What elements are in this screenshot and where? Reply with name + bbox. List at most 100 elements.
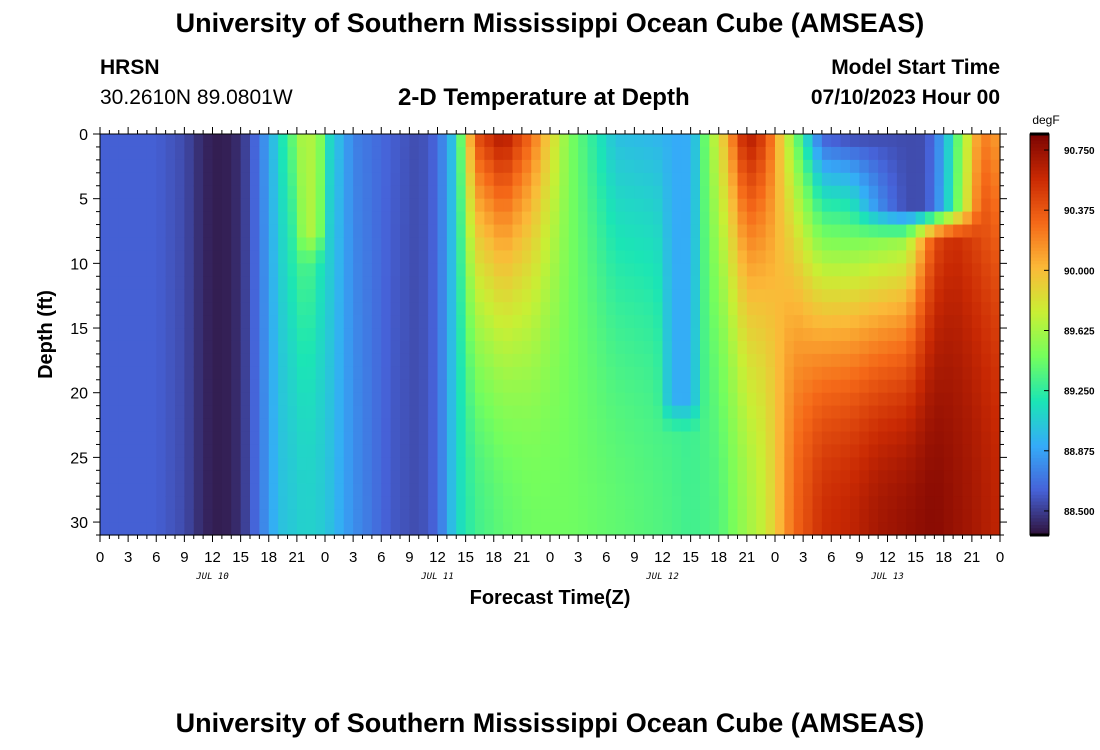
heatmap-cell bbox=[831, 353, 842, 368]
heatmap-cell bbox=[306, 276, 317, 290]
heatmap-cell bbox=[212, 263, 223, 277]
heatmap-cell bbox=[690, 496, 701, 510]
heatmap-cell bbox=[709, 315, 720, 329]
heatmap-cell bbox=[840, 496, 851, 510]
heatmap-cell bbox=[578, 263, 589, 277]
heatmap-cell bbox=[606, 172, 617, 187]
heatmap-cell bbox=[840, 457, 851, 471]
heatmap-cell bbox=[343, 224, 354, 239]
heatmap-cell bbox=[559, 224, 570, 239]
heatmap-cell bbox=[165, 289, 176, 303]
heatmap-cell bbox=[662, 172, 673, 187]
heatmap-cell bbox=[521, 159, 532, 174]
heatmap-cell bbox=[971, 328, 982, 342]
heatmap-cell bbox=[925, 379, 935, 394]
heatmap-cell bbox=[315, 328, 326, 342]
heatmap-cell bbox=[268, 198, 279, 213]
heatmap-cell bbox=[784, 198, 795, 213]
heatmap-cell bbox=[231, 470, 242, 484]
heatmap-cell bbox=[334, 134, 345, 148]
colorbar-segment bbox=[1030, 361, 1049, 366]
heatmap-cell bbox=[915, 444, 926, 458]
colorbar-segment bbox=[1030, 504, 1049, 509]
colorbar-segment bbox=[1030, 418, 1049, 422]
heatmap-cell bbox=[175, 134, 185, 148]
heatmap-cell bbox=[662, 522, 673, 536]
heatmap-cell bbox=[325, 198, 335, 213]
heatmap-cell bbox=[296, 224, 307, 239]
heatmap-cell bbox=[400, 276, 410, 290]
heatmap-cell bbox=[596, 353, 607, 368]
heatmap-cell bbox=[709, 340, 720, 355]
heatmap-cell bbox=[615, 134, 626, 148]
heatmap-cell bbox=[775, 224, 785, 239]
heatmap-cell bbox=[953, 444, 964, 458]
heatmap-cell bbox=[568, 522, 579, 536]
heatmap-cell bbox=[390, 146, 401, 161]
heatmap-cell bbox=[887, 250, 898, 264]
heatmap-cell bbox=[212, 198, 223, 213]
heatmap-cell bbox=[812, 418, 823, 433]
heatmap-cell bbox=[728, 250, 739, 264]
heatmap-cell bbox=[775, 340, 785, 355]
heatmap-cell bbox=[831, 185, 842, 200]
heatmap-cell bbox=[521, 289, 532, 303]
heatmap-cell bbox=[981, 392, 992, 407]
heatmap-cell bbox=[690, 159, 701, 174]
heatmap-cell bbox=[681, 353, 692, 368]
heatmap-cell bbox=[550, 353, 560, 368]
heatmap-cell bbox=[887, 444, 898, 458]
heatmap-cell bbox=[203, 134, 214, 148]
heatmap-cell bbox=[118, 328, 129, 342]
heatmap-cell bbox=[756, 134, 767, 148]
heatmap-cell bbox=[887, 263, 898, 277]
heatmap-cell bbox=[362, 250, 373, 264]
heatmap-cell bbox=[953, 185, 964, 200]
heatmap-cell bbox=[700, 418, 710, 433]
heatmap-cell bbox=[531, 134, 542, 148]
heatmap-cell bbox=[240, 483, 251, 497]
heatmap-cell bbox=[765, 159, 776, 174]
heatmap-cell bbox=[728, 470, 739, 484]
heatmap-cell bbox=[400, 250, 410, 264]
heatmap-cell bbox=[484, 457, 495, 471]
heatmap-cell bbox=[728, 302, 739, 316]
heatmap-cell bbox=[287, 366, 298, 381]
heatmap-cell bbox=[325, 224, 335, 239]
heatmap-cell bbox=[765, 509, 776, 523]
heatmap-cell bbox=[756, 392, 767, 407]
heatmap-cell bbox=[100, 431, 110, 446]
heatmap-cell bbox=[925, 392, 935, 407]
heatmap-cell bbox=[578, 146, 589, 161]
heatmap-cell bbox=[728, 276, 739, 290]
heatmap-cell bbox=[615, 172, 626, 187]
heatmap-cell bbox=[287, 315, 298, 329]
heatmap-cell bbox=[784, 211, 795, 226]
heatmap-cell bbox=[840, 328, 851, 342]
heatmap-cell bbox=[784, 522, 795, 536]
heatmap-cell bbox=[896, 315, 907, 329]
heatmap-cell bbox=[746, 289, 757, 303]
y-tick-label: 0 bbox=[79, 127, 88, 144]
heatmap-cell bbox=[746, 198, 757, 213]
heatmap-cell bbox=[250, 185, 260, 200]
heatmap-cell bbox=[465, 470, 476, 484]
heatmap-cell bbox=[550, 470, 560, 484]
heatmap-cell bbox=[540, 237, 551, 252]
heatmap-cell bbox=[437, 470, 448, 484]
heatmap-cell bbox=[700, 146, 710, 161]
heatmap-cell bbox=[578, 134, 589, 148]
heatmap-cell bbox=[709, 211, 720, 226]
heatmap-cell bbox=[118, 366, 129, 381]
heatmap-cell bbox=[193, 315, 204, 329]
heatmap-cell bbox=[203, 379, 214, 394]
heatmap-cell bbox=[259, 224, 270, 239]
heatmap-cell bbox=[728, 483, 739, 497]
heatmap-cell bbox=[821, 366, 832, 381]
heatmap-cell bbox=[737, 392, 748, 407]
heatmap-cell bbox=[718, 431, 729, 446]
heatmap-cell bbox=[521, 198, 532, 213]
heatmap-cell bbox=[353, 483, 364, 497]
heatmap-cell bbox=[268, 405, 279, 420]
heatmap-cell bbox=[240, 392, 251, 407]
